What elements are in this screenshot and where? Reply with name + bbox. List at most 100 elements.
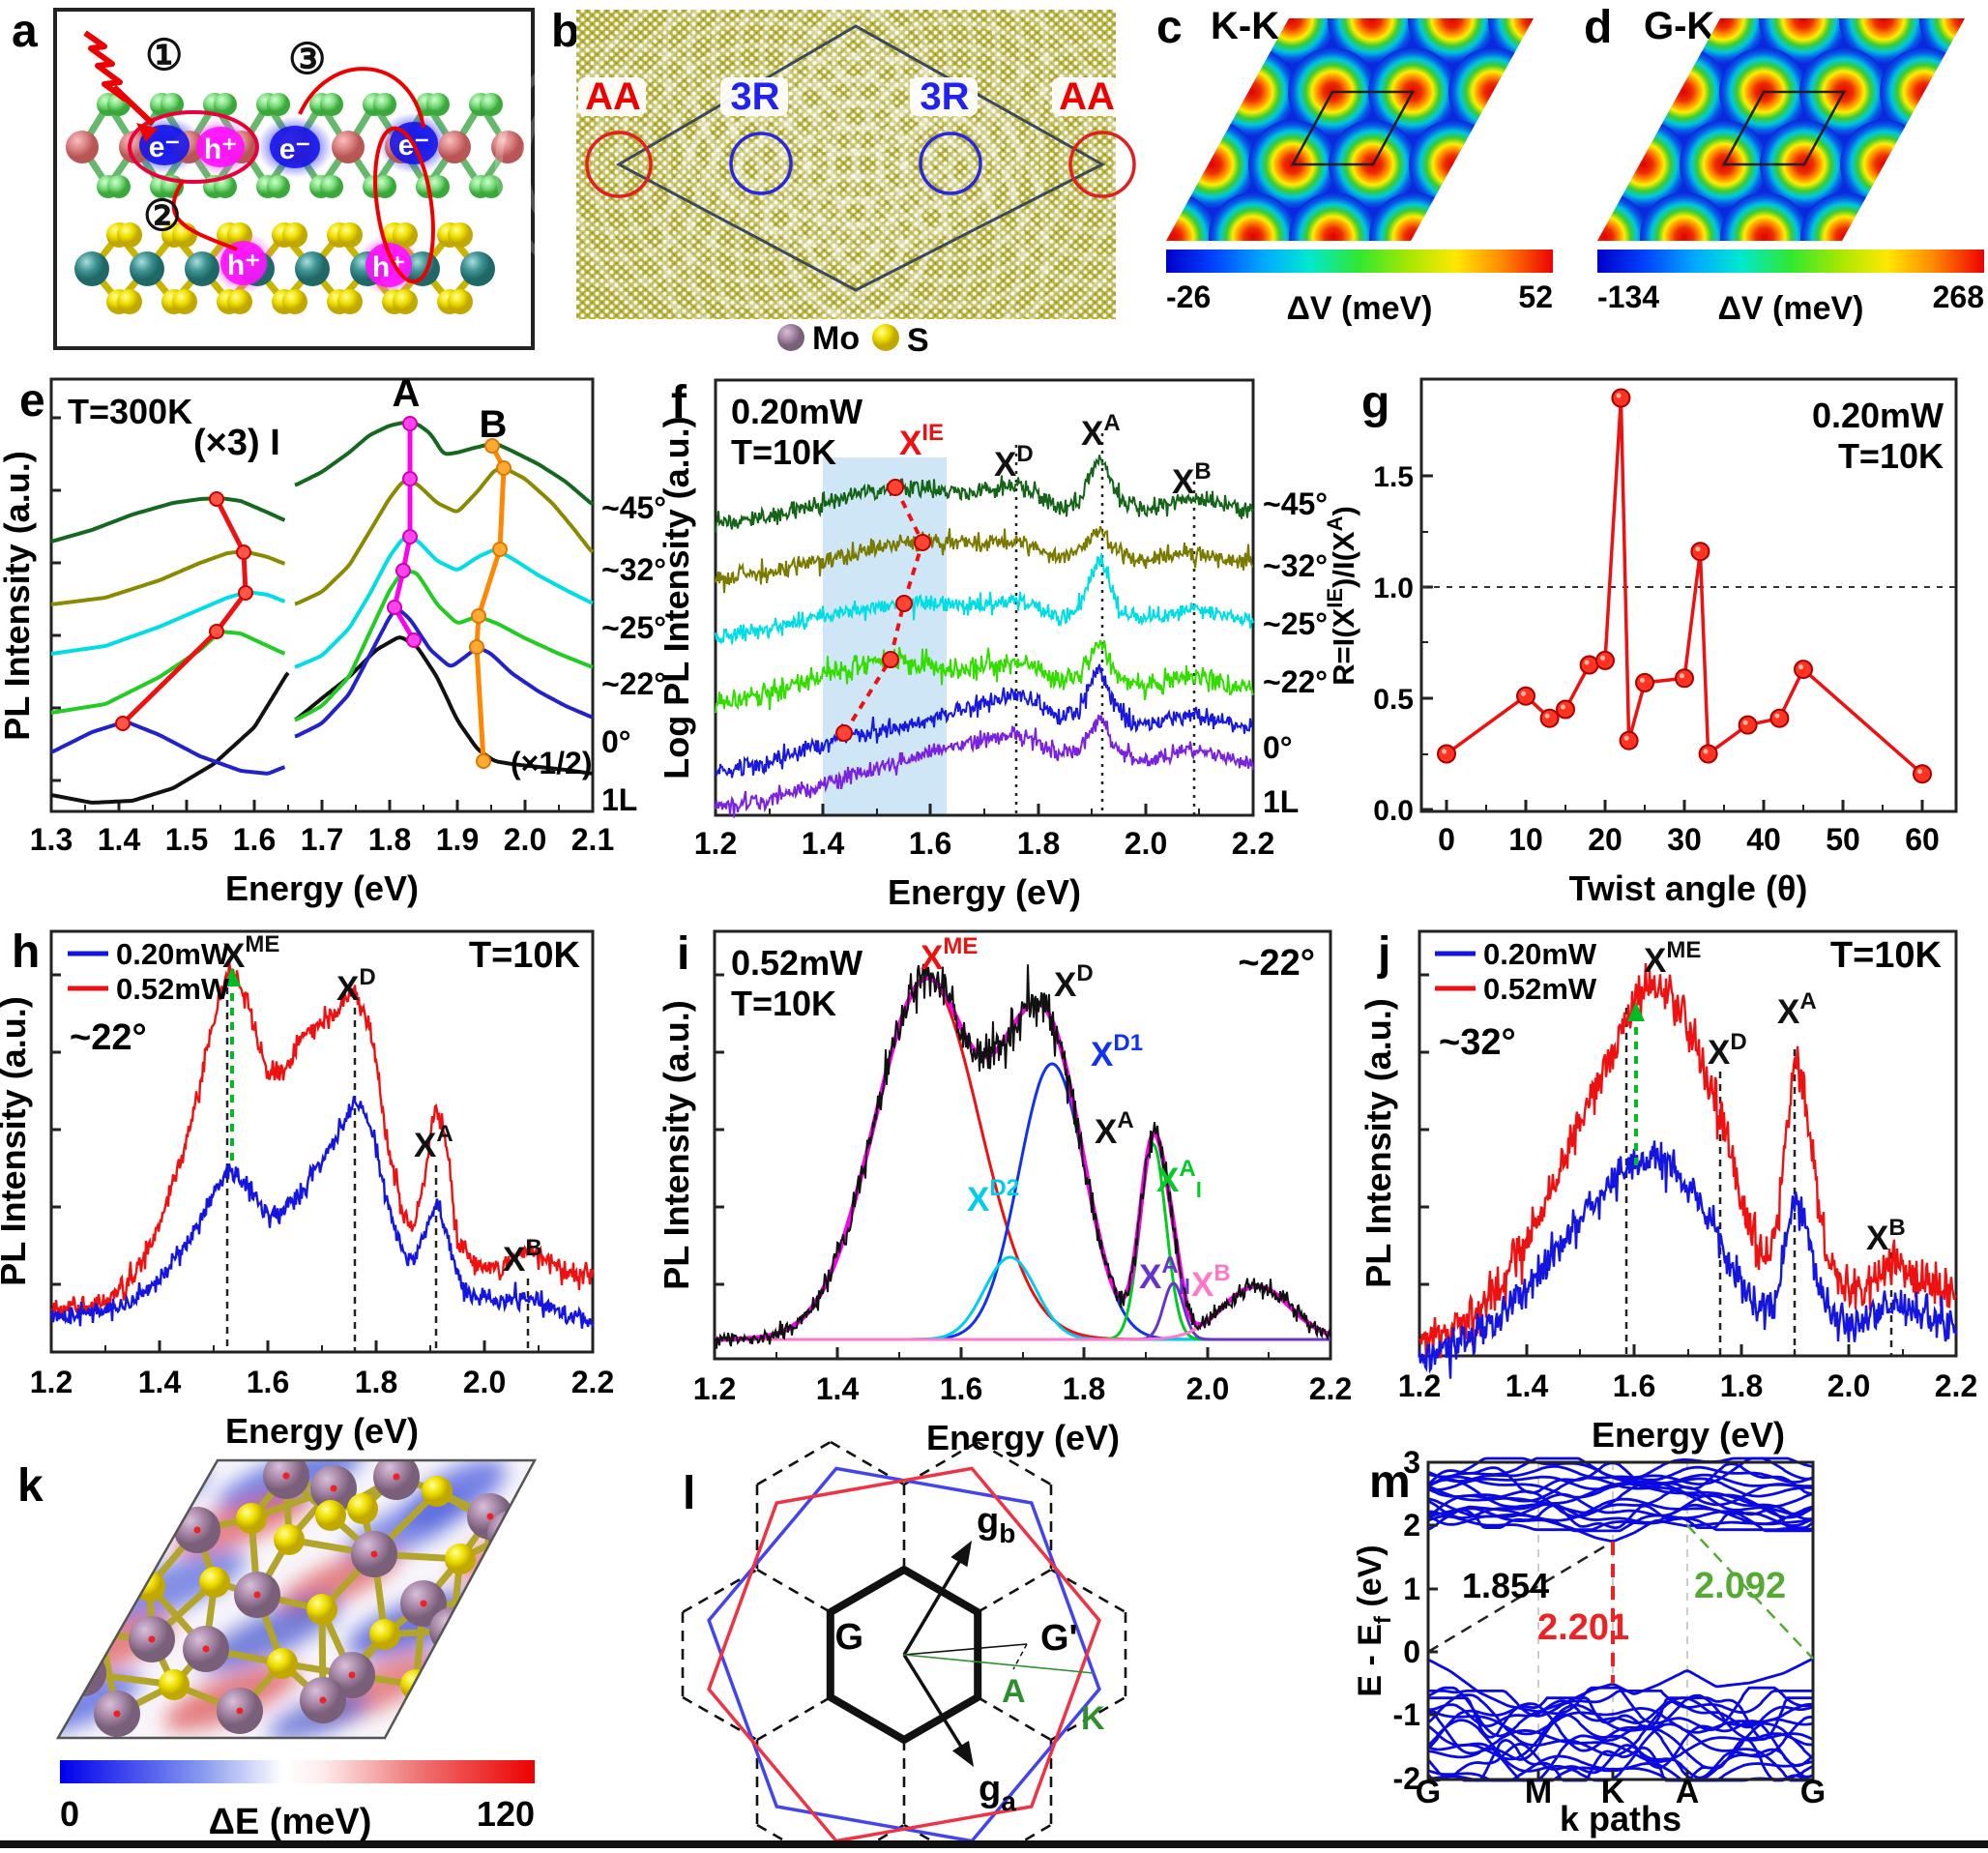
svg-text:2.0: 2.0 [463, 1365, 506, 1399]
svg-text:h⁺: h⁺ [204, 133, 237, 165]
svg-text:30: 30 [1667, 822, 1702, 857]
svg-text:③: ③ [288, 36, 326, 83]
svg-text:PL Intensity (a.u.): PL Intensity (a.u.) [0, 451, 37, 740]
svg-text:1.8: 1.8 [368, 822, 411, 857]
svg-text:①: ① [145, 32, 183, 79]
svg-text:0: 0 [1438, 822, 1455, 857]
svg-text:T=10K: T=10K [731, 984, 836, 1023]
svg-text:120: 120 [477, 1794, 535, 1834]
svg-text:~25°: ~25° [601, 610, 666, 645]
svg-text:A: A [393, 372, 421, 415]
svg-text:T=10K: T=10K [469, 935, 581, 976]
svg-text:1.5: 1.5 [165, 822, 208, 857]
svg-text:h⁺: h⁺ [227, 250, 260, 281]
svg-text:PL Intensity (a.u.): PL Intensity (a.u.) [657, 1000, 696, 1289]
svg-text:G-K: G-K [1644, 5, 1714, 47]
svg-text:3R: 3R [920, 75, 969, 118]
svg-text:2.0: 2.0 [1827, 1368, 1870, 1403]
svg-text:XB: XB [1866, 1215, 1906, 1257]
svg-text:10: 10 [1508, 822, 1543, 857]
svg-text:T=10K: T=10K [731, 432, 836, 472]
svg-text:XB: XB [1191, 1260, 1231, 1304]
svg-text:2.2: 2.2 [1232, 826, 1274, 861]
svg-text:1.6: 1.6 [909, 826, 951, 861]
svg-text:~22°: ~22° [70, 1017, 147, 1058]
svg-text:k paths: k paths [1560, 1799, 1681, 1838]
svg-text:AA: AA [585, 75, 641, 118]
svg-text:52: 52 [1518, 279, 1553, 314]
svg-text:G': G' [1040, 1618, 1078, 1659]
svg-text:-26: -26 [1166, 279, 1211, 314]
svg-text:e⁻: e⁻ [279, 133, 311, 165]
svg-text:m: m [1369, 1456, 1411, 1508]
svg-text:ΔV (meV): ΔV (meV) [1286, 290, 1432, 327]
svg-text:50: 50 [1826, 822, 1860, 857]
svg-text:M: M [1525, 1774, 1552, 1810]
svg-text:1.9: 1.9 [436, 822, 479, 857]
svg-text:a: a [12, 6, 38, 57]
svg-text:(×1/2): (×1/2) [511, 746, 592, 780]
svg-text:268: 268 [1933, 279, 1984, 314]
svg-text:3: 3 [1403, 1445, 1420, 1480]
svg-text:~32°: ~32° [601, 552, 666, 587]
svg-text:Energy (eV): Energy (eV) [225, 868, 419, 908]
svg-text:2: 2 [1403, 1508, 1420, 1543]
svg-text:h: h [12, 926, 40, 978]
svg-text:2.2: 2.2 [571, 1365, 614, 1399]
svg-text:1.4: 1.4 [138, 1365, 182, 1399]
svg-text:~45°: ~45° [1263, 486, 1328, 521]
svg-text:1.5: 1.5 [1373, 461, 1414, 493]
svg-text:1.6: 1.6 [247, 1365, 289, 1399]
svg-text:0.5: 0.5 [1373, 684, 1414, 716]
svg-text:ΔV (meV): ΔV (meV) [1717, 290, 1863, 327]
svg-text:0.52mW: 0.52mW [116, 972, 230, 1006]
svg-text:1.2: 1.2 [694, 826, 737, 861]
svg-text:Energy (eV): Energy (eV) [888, 872, 1081, 912]
svg-text:1.4: 1.4 [98, 822, 141, 857]
svg-text:1.8: 1.8 [1720, 1368, 1763, 1403]
svg-text:0°: 0° [601, 724, 631, 759]
svg-text:20: 20 [1588, 822, 1623, 857]
svg-text:T=10K: T=10K [1838, 436, 1944, 476]
svg-text:1.2: 1.2 [30, 1365, 73, 1399]
svg-text:1.6: 1.6 [940, 1371, 982, 1406]
svg-text:Log PL Intensity (a.u.): Log PL Intensity (a.u.) [657, 416, 696, 779]
svg-text:AA: AA [1059, 75, 1115, 118]
svg-text:G: G [834, 1617, 863, 1658]
svg-text:B: B [480, 403, 508, 446]
svg-text:1.4: 1.4 [816, 1371, 860, 1406]
svg-text:~32°: ~32° [1439, 1022, 1516, 1063]
svg-text:1.6: 1.6 [1613, 1368, 1655, 1403]
svg-text:0.52mW: 0.52mW [731, 943, 862, 983]
svg-text:-134: -134 [1597, 279, 1659, 314]
svg-text:2.0: 2.0 [1186, 1371, 1229, 1406]
svg-text:1.7: 1.7 [301, 822, 343, 857]
svg-text:XIE: XIE [899, 420, 944, 462]
svg-text:PL Intensity (a.u.): PL Intensity (a.u.) [0, 996, 33, 1285]
svg-text:ΔE (meV): ΔE (meV) [209, 1802, 372, 1842]
svg-text:0.20mW: 0.20mW [116, 937, 230, 971]
svg-text:-1: -1 [1393, 1697, 1420, 1732]
svg-text:i: i [677, 928, 689, 980]
svg-text:2.2: 2.2 [1935, 1368, 1977, 1403]
svg-text:1.0: 1.0 [1373, 573, 1414, 604]
svg-text:1: 1 [1403, 1572, 1420, 1606]
svg-text:~22°: ~22° [1238, 943, 1315, 984]
svg-text:②: ② [143, 192, 181, 240]
svg-text:T=10K: T=10K [1830, 935, 1943, 976]
svg-text:60: 60 [1905, 822, 1940, 857]
svg-text:T=300K: T=300K [68, 392, 192, 431]
svg-text:~22°: ~22° [1263, 664, 1328, 699]
svg-text:S: S [907, 322, 929, 359]
svg-text:d: d [1584, 2, 1612, 53]
svg-text:2.0: 2.0 [504, 822, 546, 857]
svg-text:2.2: 2.2 [1309, 1371, 1352, 1406]
svg-text:0.0: 0.0 [1373, 795, 1414, 827]
svg-text:2.0: 2.0 [1125, 826, 1167, 861]
svg-text:Energy (eV): Energy (eV) [225, 1411, 419, 1451]
svg-text:G: G [1416, 1774, 1441, 1810]
svg-text:3R: 3R [730, 75, 779, 118]
svg-text:1.4: 1.4 [1506, 1368, 1549, 1403]
svg-text:g: g [1361, 377, 1389, 428]
svg-text:e⁻: e⁻ [149, 132, 181, 163]
